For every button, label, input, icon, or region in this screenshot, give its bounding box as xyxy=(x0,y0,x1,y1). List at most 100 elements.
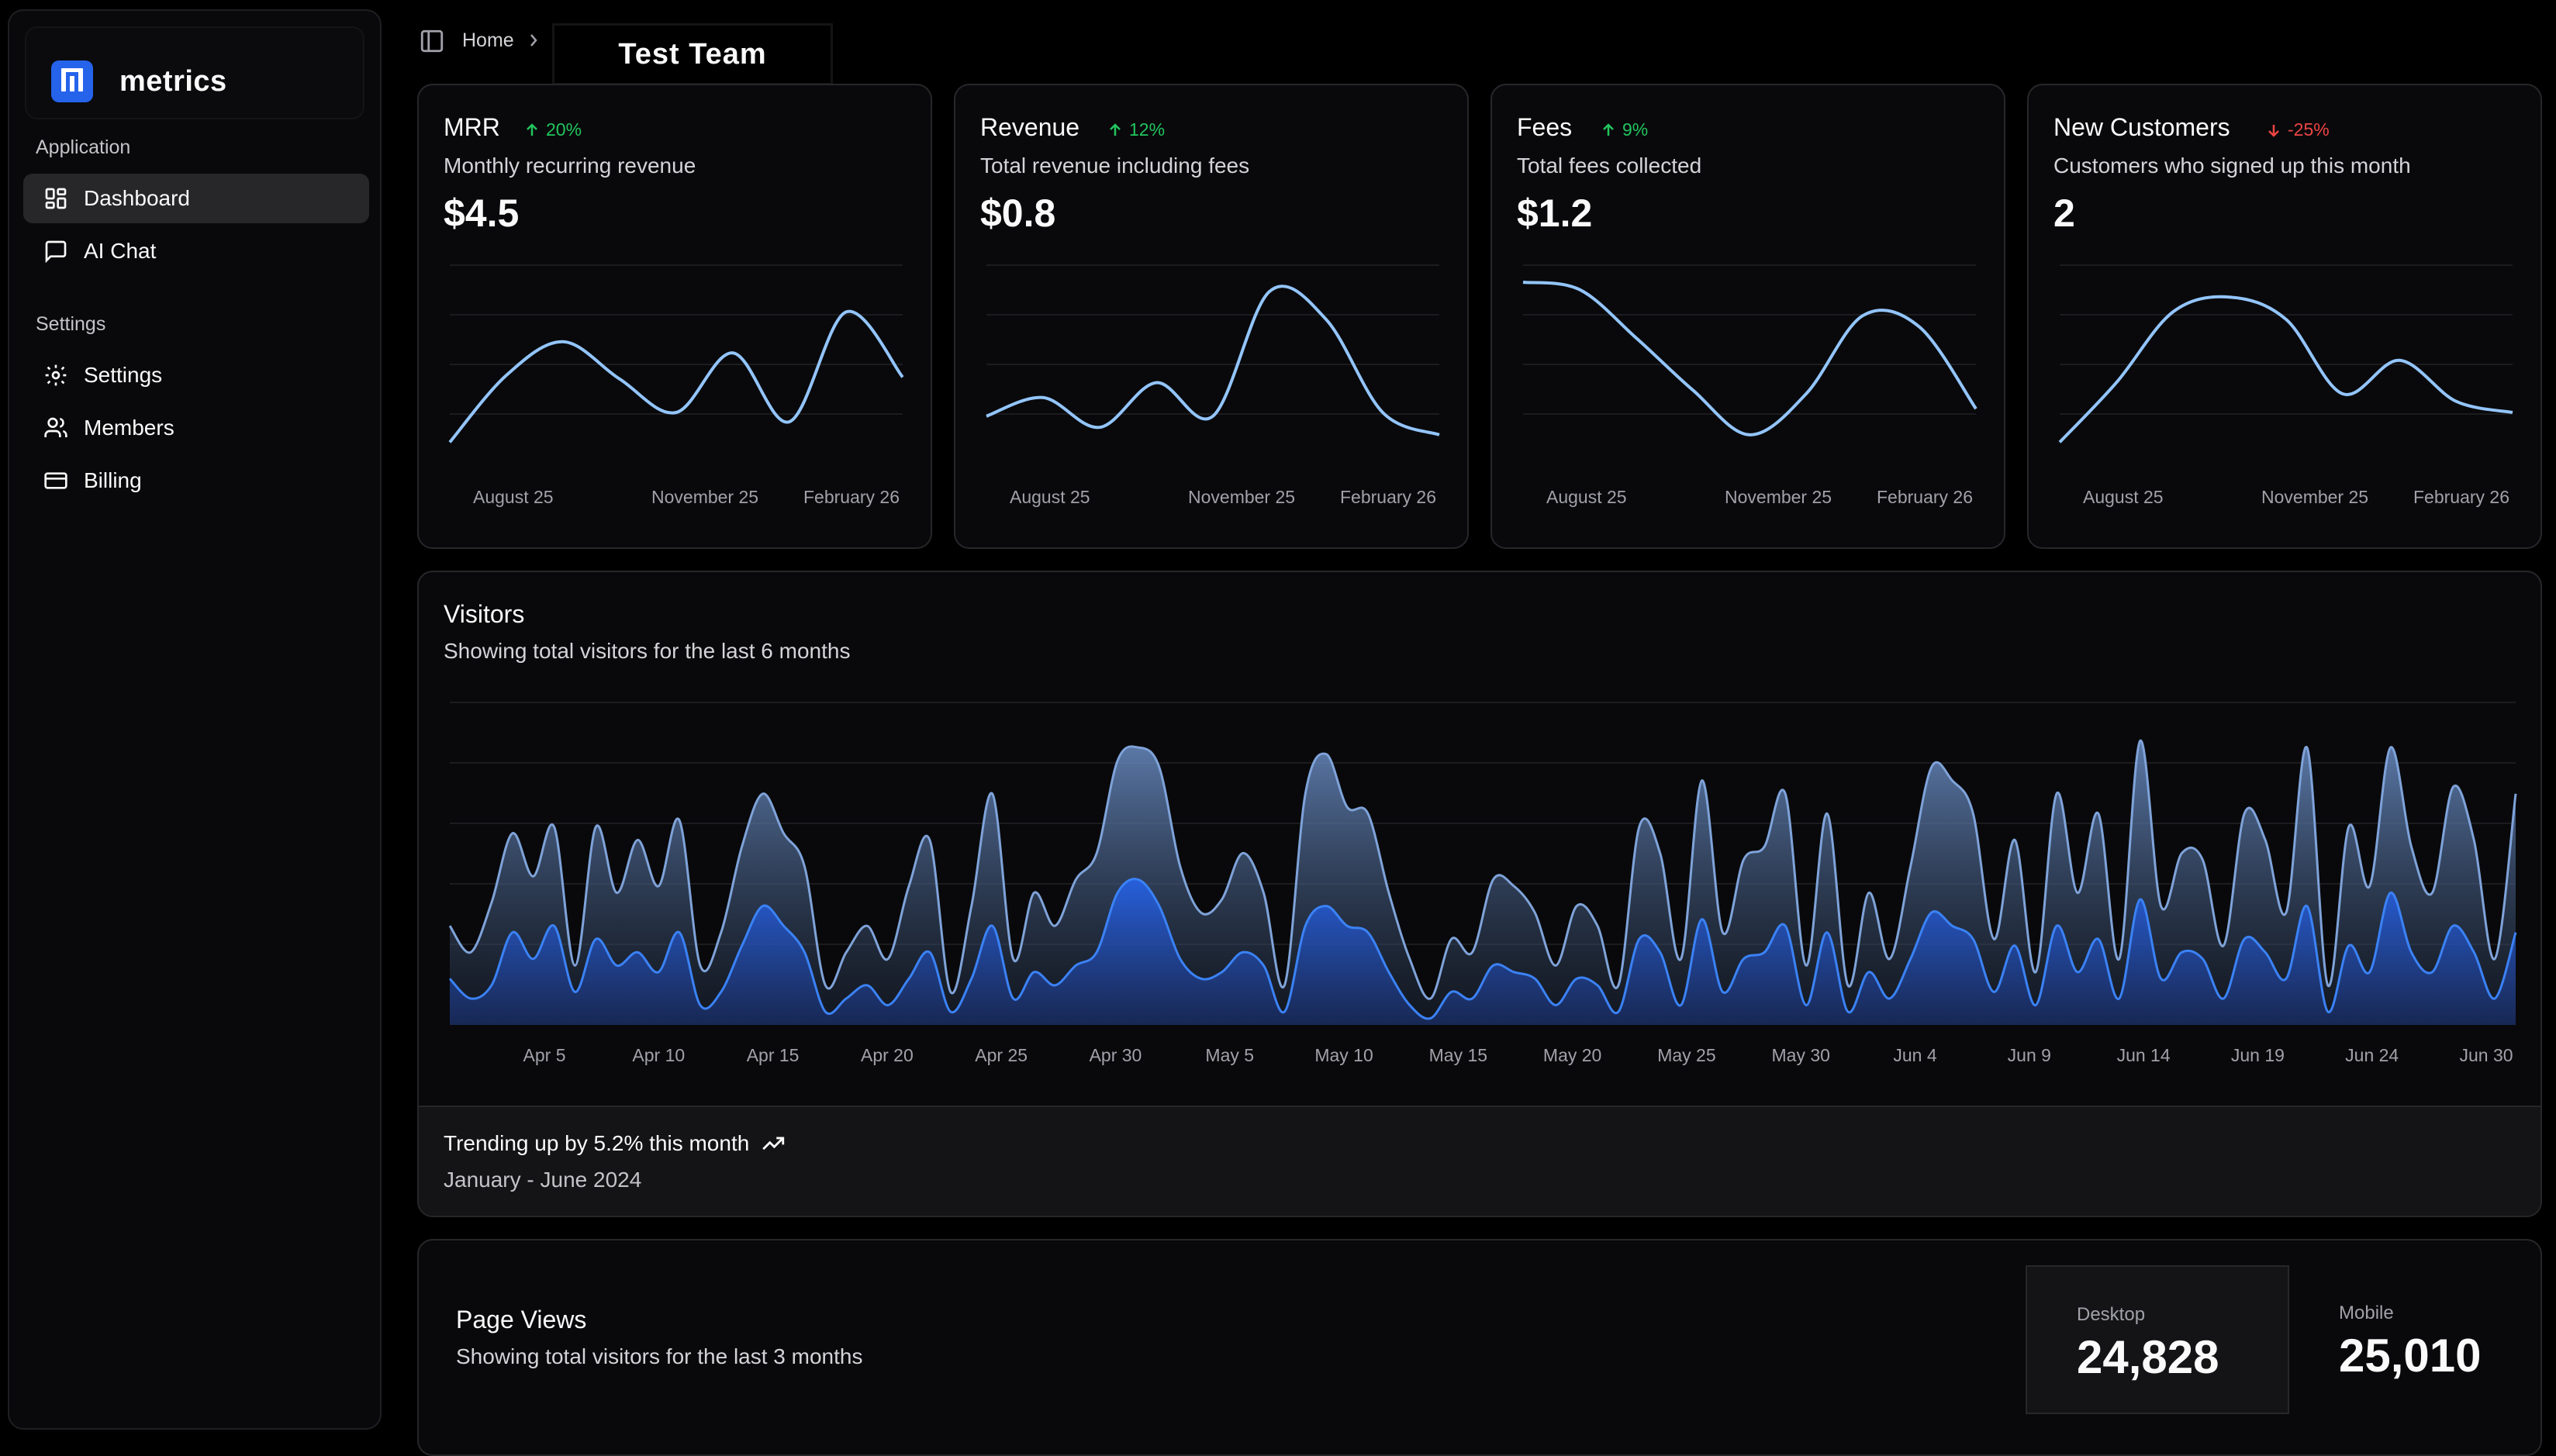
visitors-card: Visitors Showing total visitors for the … xyxy=(417,571,2542,1217)
x-tick-label: February 26 xyxy=(1877,487,1974,507)
mobile-label: Mobile xyxy=(2339,1302,2394,1323)
sidebar-item-label: Members xyxy=(84,416,174,440)
kpi-card-revenue: Revenue 12% Total revenue including fees… xyxy=(954,84,1469,549)
x-tick-label: May 30 xyxy=(1771,1045,1830,1065)
x-tick-label: Jun 19 xyxy=(2230,1045,2285,1065)
desktop-value: 24,828 xyxy=(2077,1331,2219,1383)
sidebar-item-billing[interactable]: Billing xyxy=(23,456,369,505)
kpi-value: $0.8 xyxy=(980,191,1056,235)
kpi-value: $1.2 xyxy=(1517,191,1593,235)
kpi-delta-value: 20% xyxy=(546,119,582,140)
series-area-lower xyxy=(450,878,2516,1025)
x-tick-label: Jun 14 xyxy=(2116,1045,2171,1065)
series-line xyxy=(2058,295,2513,443)
kpi-delta-value: -25% xyxy=(2288,119,2330,140)
mobile-value: 25,010 xyxy=(2339,1330,2482,1382)
series-line xyxy=(1522,281,1977,436)
kpi-sparkline xyxy=(2058,264,2513,443)
arrow-up-icon xyxy=(527,122,537,136)
sidebar-item-label: Dashboard xyxy=(84,186,190,210)
mobile-toggle[interactable]: Mobile 25,010 xyxy=(2289,1265,2544,1414)
credit-card-icon xyxy=(44,472,67,489)
x-tick-label: November 25 xyxy=(2261,487,2369,507)
sidebar-item-dashboard[interactable]: Dashboard xyxy=(23,174,369,223)
kpi-title: New Customers xyxy=(2053,113,2230,141)
kpi-delta: -25% xyxy=(2266,119,2330,140)
kpi-sparkline xyxy=(986,264,1440,436)
visitors-title: Visitors xyxy=(444,600,525,628)
visitors-area-chart xyxy=(448,702,2517,1025)
x-tick-label: February 26 xyxy=(2413,487,2510,507)
sidebar-item-label: Billing xyxy=(84,468,142,492)
page-views-title: Page Views xyxy=(456,1306,587,1334)
team-switcher[interactable]: Test Team xyxy=(552,23,833,85)
breadcrumb-home[interactable]: Home xyxy=(462,29,514,51)
app-switcher[interactable]: metrics xyxy=(25,26,364,119)
x-tick-label: Jun 4 xyxy=(1893,1045,1937,1065)
kpi-description: Total fees collected xyxy=(1517,154,1702,178)
x-tick-label: Jun 9 xyxy=(2007,1045,2051,1065)
arrow-up-icon xyxy=(1603,122,1614,136)
x-tick-label: August 25 xyxy=(473,487,554,507)
kpi-description: Total revenue including fees xyxy=(980,154,1250,178)
trend-text: Trending up by 5.2% this month xyxy=(444,1130,786,1157)
x-tick-label: Jun 24 xyxy=(2345,1045,2399,1065)
sidebar-item-label: AI Chat xyxy=(84,239,157,263)
sidebar-item-members[interactable]: Members xyxy=(23,403,369,453)
sidebar-item-ai-chat[interactable]: AI Chat xyxy=(23,226,369,276)
x-tick-label: May 20 xyxy=(1542,1045,1602,1065)
series-line xyxy=(986,285,1440,436)
desktop-toggle[interactable]: Desktop 24,828 xyxy=(2026,1265,2289,1414)
trending-up-icon xyxy=(762,1137,785,1151)
desktop-label: Desktop xyxy=(2077,1304,2146,1325)
x-tick-label: May 25 xyxy=(1657,1045,1716,1065)
kpi-title: MRR xyxy=(444,113,500,141)
series-line xyxy=(448,309,904,443)
x-tick-label: Apr 15 xyxy=(746,1045,800,1065)
logo-icon xyxy=(61,68,83,91)
kpi-card-fees: Fees 9% Total fees collected $1.2 August… xyxy=(1490,84,2005,549)
kpi-value: 2 xyxy=(2053,191,2075,235)
team-name: Test Team xyxy=(618,37,767,71)
page-views-description: Showing total visitors for the last 3 mo… xyxy=(456,1344,863,1368)
x-tick-label: August 25 xyxy=(1010,487,1090,507)
x-tick-label: Apr 5 xyxy=(523,1045,566,1065)
x-tick-label: August 25 xyxy=(2083,487,2164,507)
x-tick-label: August 25 xyxy=(1546,487,1627,507)
x-tick-label: May 5 xyxy=(1205,1045,1255,1065)
users-icon xyxy=(44,417,67,437)
kpi-card-mrr: MRR 20% Monthly recurring revenue $4.5 A… xyxy=(417,84,932,549)
x-tick-label: Apr 25 xyxy=(975,1045,1028,1065)
group-label-application: Application xyxy=(36,136,131,158)
x-tick-label: November 25 xyxy=(1725,487,1832,507)
x-tick-label: Apr 10 xyxy=(632,1045,686,1065)
x-tick-label: February 26 xyxy=(803,487,900,507)
page-views-card: Page Views Showing total visitors for th… xyxy=(417,1239,2542,1456)
sidebar-item-label: Settings xyxy=(84,363,163,387)
kpi-delta: 9% xyxy=(1601,119,1648,140)
kpi-description: Customers who signed up this month xyxy=(2053,154,2411,178)
x-tick-label: November 25 xyxy=(1188,487,1296,507)
kpi-delta-value: 9% xyxy=(1622,119,1649,140)
x-tick-label: Jun 30 xyxy=(2459,1045,2513,1065)
x-tick-label: May 15 xyxy=(1428,1045,1488,1065)
arrow-up-icon xyxy=(1110,122,1121,136)
message-square-icon xyxy=(45,240,67,264)
visitors-footer: Trending up by 5.2% this month January -… xyxy=(419,1106,2540,1216)
layout-grid-icon xyxy=(45,188,67,209)
kpi-card-new-customers: New Customers -25% Customers who signed … xyxy=(2027,84,2542,549)
app-name: metrics xyxy=(119,65,227,98)
sidebar-toggle-icon[interactable] xyxy=(419,28,445,54)
series-area-total xyxy=(450,740,2516,1025)
sidebar-item-settings[interactable]: Settings xyxy=(23,350,369,400)
visitors-description: Showing total visitors for the last 6 mo… xyxy=(444,639,851,663)
series-line-lower xyxy=(448,878,2517,1020)
arrow-down-icon xyxy=(2268,124,2279,137)
x-tick-label: February 26 xyxy=(1340,487,1437,507)
kpi-description: Monthly recurring revenue xyxy=(444,154,696,178)
kpi-delta-value: 12% xyxy=(1129,119,1166,140)
sidebar: metrics Application Dashboard AI Chat Se… xyxy=(8,9,382,1430)
kpi-title: Fees xyxy=(1517,113,1573,141)
trend-label: Trending up by 5.2% this month xyxy=(444,1131,750,1155)
chevron-right-icon xyxy=(530,34,537,47)
